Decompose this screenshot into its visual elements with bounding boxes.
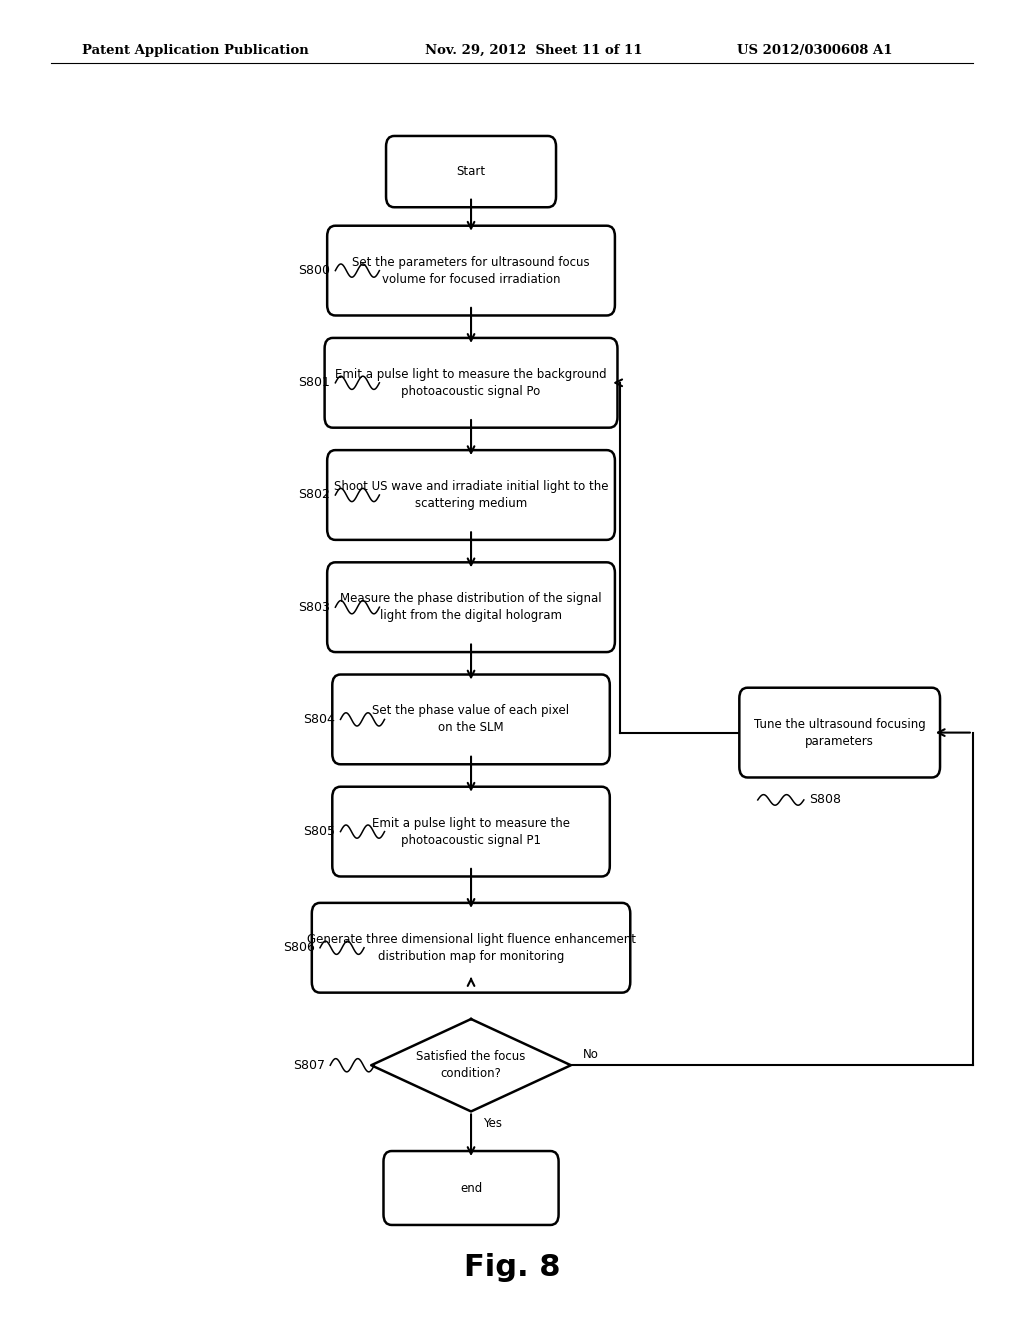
Text: Generate three dimensional light fluence enhancement
distribution map for monito: Generate three dimensional light fluence…: [306, 933, 636, 962]
FancyBboxPatch shape: [328, 226, 614, 315]
FancyBboxPatch shape: [311, 903, 630, 993]
Text: S801: S801: [298, 376, 330, 389]
Text: Yes: Yes: [483, 1117, 503, 1130]
Text: Start: Start: [457, 165, 485, 178]
Text: Nov. 29, 2012  Sheet 11 of 11: Nov. 29, 2012 Sheet 11 of 11: [425, 44, 642, 57]
Text: Measure the phase distribution of the signal
light from the digital hologram: Measure the phase distribution of the si…: [340, 593, 602, 622]
Text: Set the parameters for ultrasound focus
volume for focused irradiation: Set the parameters for ultrasound focus …: [352, 256, 590, 285]
FancyBboxPatch shape: [328, 450, 614, 540]
Text: Shoot US wave and irradiate initial light to the
scattering medium: Shoot US wave and irradiate initial ligh…: [334, 480, 608, 510]
Text: US 2012/0300608 A1: US 2012/0300608 A1: [737, 44, 893, 57]
Text: S800: S800: [298, 264, 330, 277]
Text: S803: S803: [298, 601, 330, 614]
Text: S804: S804: [303, 713, 336, 726]
Text: S806: S806: [283, 941, 315, 954]
FancyBboxPatch shape: [328, 562, 614, 652]
FancyBboxPatch shape: [325, 338, 617, 428]
Text: Satisfied the focus
condition?: Satisfied the focus condition?: [417, 1051, 525, 1080]
FancyBboxPatch shape: [383, 1151, 559, 1225]
Text: S807: S807: [293, 1059, 326, 1072]
Text: Patent Application Publication: Patent Application Publication: [82, 44, 308, 57]
Text: S808: S808: [809, 793, 841, 807]
Text: Emit a pulse light to measure the
photoacoustic signal P1: Emit a pulse light to measure the photoa…: [372, 817, 570, 846]
Text: end: end: [460, 1181, 482, 1195]
FancyBboxPatch shape: [332, 787, 610, 876]
FancyBboxPatch shape: [332, 675, 610, 764]
FancyBboxPatch shape: [739, 688, 940, 777]
Text: No: No: [584, 1048, 599, 1061]
Text: Fig. 8: Fig. 8: [464, 1253, 560, 1282]
Text: Set the phase value of each pixel
on the SLM: Set the phase value of each pixel on the…: [373, 705, 569, 734]
Text: S802: S802: [298, 488, 330, 502]
Text: Emit a pulse light to measure the background
photoacoustic signal Po: Emit a pulse light to measure the backgr…: [335, 368, 607, 397]
Text: S805: S805: [303, 825, 336, 838]
FancyBboxPatch shape: [386, 136, 556, 207]
Polygon shape: [372, 1019, 571, 1111]
Text: Tune the ultrasound focusing
parameters: Tune the ultrasound focusing parameters: [754, 718, 926, 747]
